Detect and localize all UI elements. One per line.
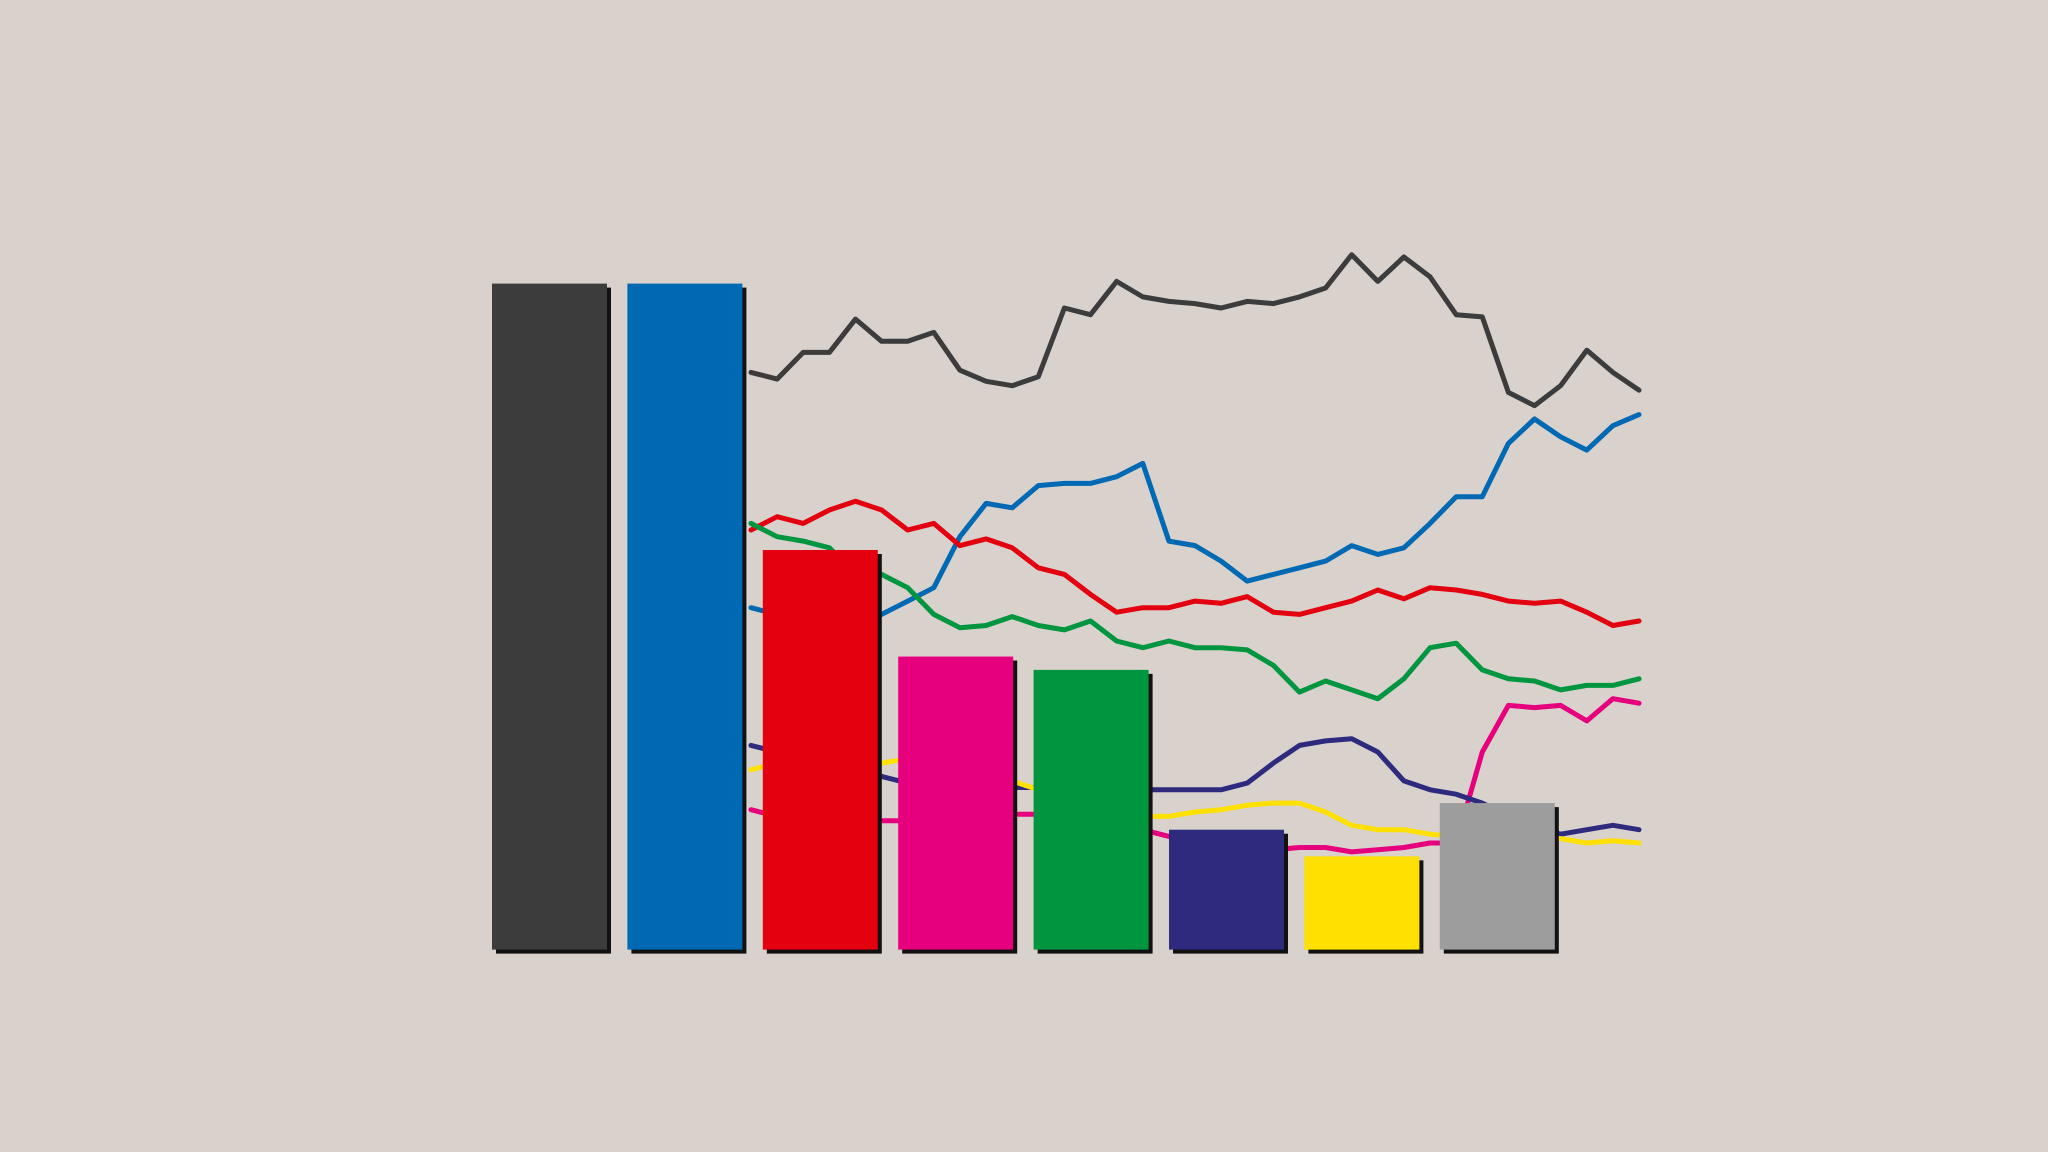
bar <box>762 550 878 950</box>
bar <box>898 656 1014 950</box>
bar <box>627 283 743 950</box>
bar <box>1304 856 1420 950</box>
trend-line <box>748 498 1642 628</box>
bar <box>1439 803 1555 950</box>
bar <box>1169 829 1284 950</box>
trend-line <box>748 252 1642 409</box>
bar <box>492 283 607 950</box>
trend-line <box>748 520 1642 702</box>
trend-line <box>748 412 1642 624</box>
bar <box>1033 669 1149 950</box>
